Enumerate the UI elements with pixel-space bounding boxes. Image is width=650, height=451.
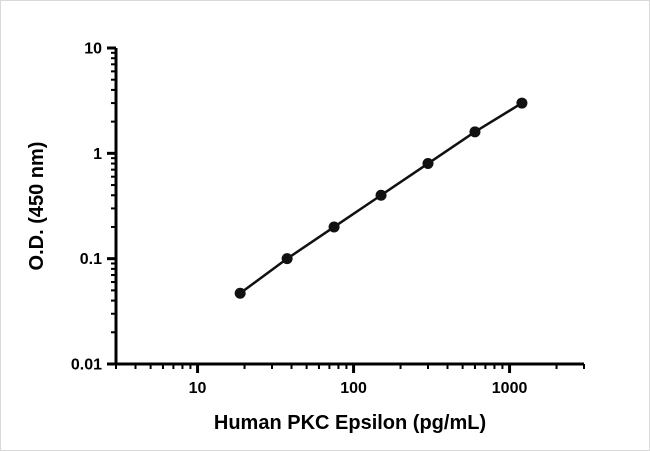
- x-tick-label: 1000: [492, 380, 528, 397]
- data-point: [281, 253, 293, 265]
- data-point: [234, 287, 246, 299]
- plot-layer: 10 100 1000 0.01 0.1 1 10: [71, 41, 585, 397]
- data-point: [328, 221, 340, 233]
- x-tick-label: 100: [340, 380, 367, 397]
- data-point: [516, 97, 528, 109]
- y-tick-label: 10: [84, 41, 102, 58]
- y-tick-label: 0.01: [71, 357, 102, 374]
- x-axis-label: Human PKC Epsilon (pg/mL): [214, 412, 486, 434]
- y-tick-label: 1: [93, 146, 102, 163]
- y-tick-label: 0.1: [80, 251, 102, 268]
- data-point: [422, 158, 434, 170]
- data-point: [375, 189, 387, 201]
- x-tick-label: 10: [189, 380, 207, 397]
- data-point: [469, 126, 481, 138]
- y-axis-label: O.D. (450 nm): [26, 142, 48, 271]
